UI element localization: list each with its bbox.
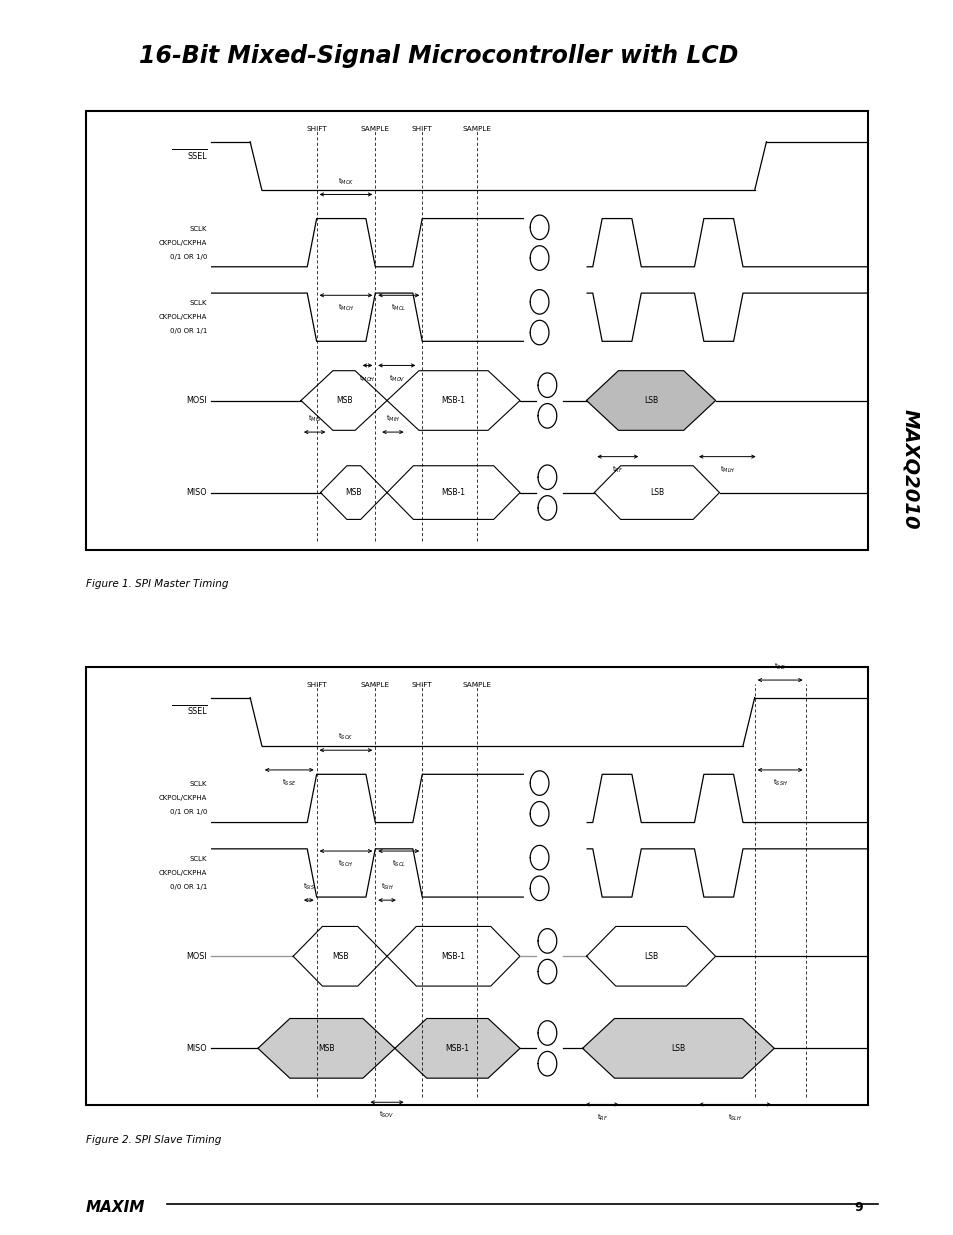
Text: Figure 2. SPI Slave Timing: Figure 2. SPI Slave Timing	[86, 1135, 221, 1145]
Text: 0/0 OR 1/1: 0/0 OR 1/1	[170, 884, 207, 890]
Text: MOSI: MOSI	[186, 396, 207, 405]
Text: SCLK: SCLK	[190, 782, 207, 788]
Text: t$_{SCL}$: t$_{SCL}$	[392, 858, 405, 869]
Text: CKPOL/CKPHA: CKPOL/CKPHA	[158, 869, 207, 876]
Text: t$_{MOH}$: t$_{MOH}$	[359, 373, 375, 384]
Text: t$_{SIH}$: t$_{SIH}$	[380, 882, 393, 892]
Text: SCLK: SCLK	[190, 856, 207, 862]
Text: 16-Bit Mixed-Signal Microcontroller with LCD: 16-Bit Mixed-Signal Microcontroller with…	[139, 43, 738, 68]
Text: LSB: LSB	[671, 1044, 685, 1052]
Text: SHIFT: SHIFT	[412, 682, 432, 688]
Text: 9: 9	[853, 1202, 862, 1214]
Text: 0/1 OR 1/0: 0/1 OR 1/0	[170, 253, 207, 259]
Text: MSB-1: MSB-1	[441, 488, 465, 496]
Text: MSB-1: MSB-1	[445, 1044, 469, 1052]
Text: MOSI: MOSI	[186, 952, 207, 961]
Text: SAMPLE: SAMPLE	[360, 682, 390, 688]
Text: t$_{MOV}$: t$_{MOV}$	[388, 373, 405, 384]
Polygon shape	[257, 1019, 395, 1078]
Text: MSB-1: MSB-1	[441, 396, 465, 405]
Text: t$_{RF}$: t$_{RF}$	[596, 1113, 607, 1123]
Text: SSEL: SSEL	[188, 708, 207, 716]
Text: LSB: LSB	[643, 396, 658, 405]
Polygon shape	[582, 1019, 774, 1078]
Text: MISO: MISO	[186, 488, 207, 496]
Text: t$_{SOV}$: t$_{SOV}$	[379, 1110, 395, 1120]
Text: t$_{MIS}$: t$_{MIS}$	[308, 414, 321, 424]
Text: MSB: MSB	[332, 952, 348, 961]
Text: LSB: LSB	[649, 488, 663, 496]
Text: MSB: MSB	[335, 396, 352, 405]
Text: 0/0 OR 1/1: 0/0 OR 1/1	[170, 329, 207, 335]
Text: LSB: LSB	[643, 952, 658, 961]
Text: MISO: MISO	[186, 1044, 207, 1052]
Text: SCLK: SCLK	[190, 226, 207, 232]
Text: SCLK: SCLK	[190, 300, 207, 306]
Text: SAMPLE: SAMPLE	[462, 126, 491, 132]
Polygon shape	[395, 1019, 519, 1078]
Text: CKPOL/CKPHA: CKPOL/CKPHA	[158, 795, 207, 802]
Text: MSB-1: MSB-1	[441, 952, 465, 961]
Text: CKPOL/CKPHA: CKPOL/CKPHA	[158, 314, 207, 320]
Text: SHIFT: SHIFT	[306, 682, 327, 688]
Text: t$_{SCH}$: t$_{SCH}$	[338, 858, 354, 869]
Text: t$_{MIH}$: t$_{MIH}$	[386, 414, 399, 424]
Text: t$_{MCK}$: t$_{MCK}$	[337, 177, 354, 186]
Polygon shape	[586, 370, 715, 430]
Text: t$_{SIS}$: t$_{SIS}$	[302, 882, 314, 892]
Text: SHIFT: SHIFT	[306, 126, 327, 132]
Text: Figure 1. SPI Master Timing: Figure 1. SPI Master Timing	[86, 579, 228, 589]
Text: t$_{MCL}$: t$_{MCL}$	[391, 303, 406, 314]
Text: 0/1 OR 1/0: 0/1 OR 1/0	[170, 809, 207, 815]
Text: CKPOL/CKPHA: CKPOL/CKPHA	[158, 240, 207, 246]
Text: MSB: MSB	[318, 1044, 335, 1052]
Text: SHIFT: SHIFT	[412, 126, 432, 132]
Text: t$_{SSE}$: t$_{SSE}$	[282, 778, 296, 788]
Text: t$_{SLH}$: t$_{SLH}$	[727, 1113, 741, 1123]
Text: t$_{SSH}$: t$_{SSH}$	[772, 778, 787, 788]
Text: SAMPLE: SAMPLE	[360, 126, 390, 132]
Text: MAXIM: MAXIM	[86, 1200, 145, 1215]
Text: MAXQ2010: MAXQ2010	[901, 409, 920, 530]
Text: t$_{MLH}$: t$_{MLH}$	[719, 464, 734, 474]
Text: SAMPLE: SAMPLE	[462, 682, 491, 688]
Text: t$_{SD}$: t$_{SD}$	[774, 662, 785, 672]
Text: t$_{SCK}$: t$_{SCK}$	[338, 732, 354, 742]
Text: t$_{RF}$: t$_{RF}$	[612, 464, 622, 474]
Text: SSEL: SSEL	[188, 152, 207, 161]
Text: MSB: MSB	[345, 488, 361, 496]
Text: t$_{MCH}$: t$_{MCH}$	[337, 303, 354, 314]
